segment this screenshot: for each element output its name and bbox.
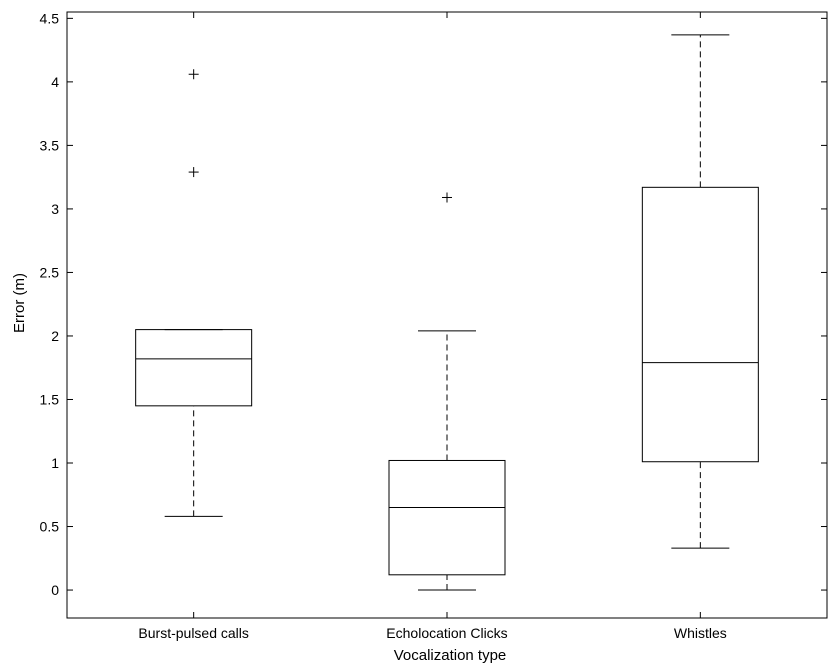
outlier-marker [188,69,199,80]
y-tick-label: 1.5 [40,391,60,407]
iqr-box [641,186,759,463]
box-group [135,69,253,517]
box-group [641,34,759,549]
x-axis-label: Vocalization type [394,647,507,664]
axis-labels: Vocalization type Error (m) [11,273,506,664]
plot-axes: 0 0.5 1 1.5 2 2.5 3 3.5 4 4.5 Burst-pulsed calls Ec… [40,10,828,641]
box-series [135,34,759,591]
y-tick-label: 0 [51,582,59,598]
y-tick-label: 3 [51,201,59,217]
box-group [388,192,506,591]
y-tick-label: 3.5 [40,137,60,153]
y-tick-label: 2 [51,328,59,344]
iqr-box [135,329,253,407]
outlier-marker [188,167,199,178]
x-tick-label: Burst-pulsed calls [138,625,249,641]
x-tick-label: Echolocation Clicks [386,625,507,641]
iqr-box [388,459,506,576]
y-tick-label: 2.5 [40,264,60,280]
y-tick-label: 4 [51,74,59,90]
y-tick-label: 4.5 [40,10,60,26]
plot-frame [66,11,828,619]
x-tick-label: Whistles [674,625,727,641]
y-axis-label: Error (m) [11,273,28,333]
outlier-marker [442,192,452,203]
y-tick-label: 0.5 [40,519,60,535]
y-tick-label: 1 [51,455,59,471]
